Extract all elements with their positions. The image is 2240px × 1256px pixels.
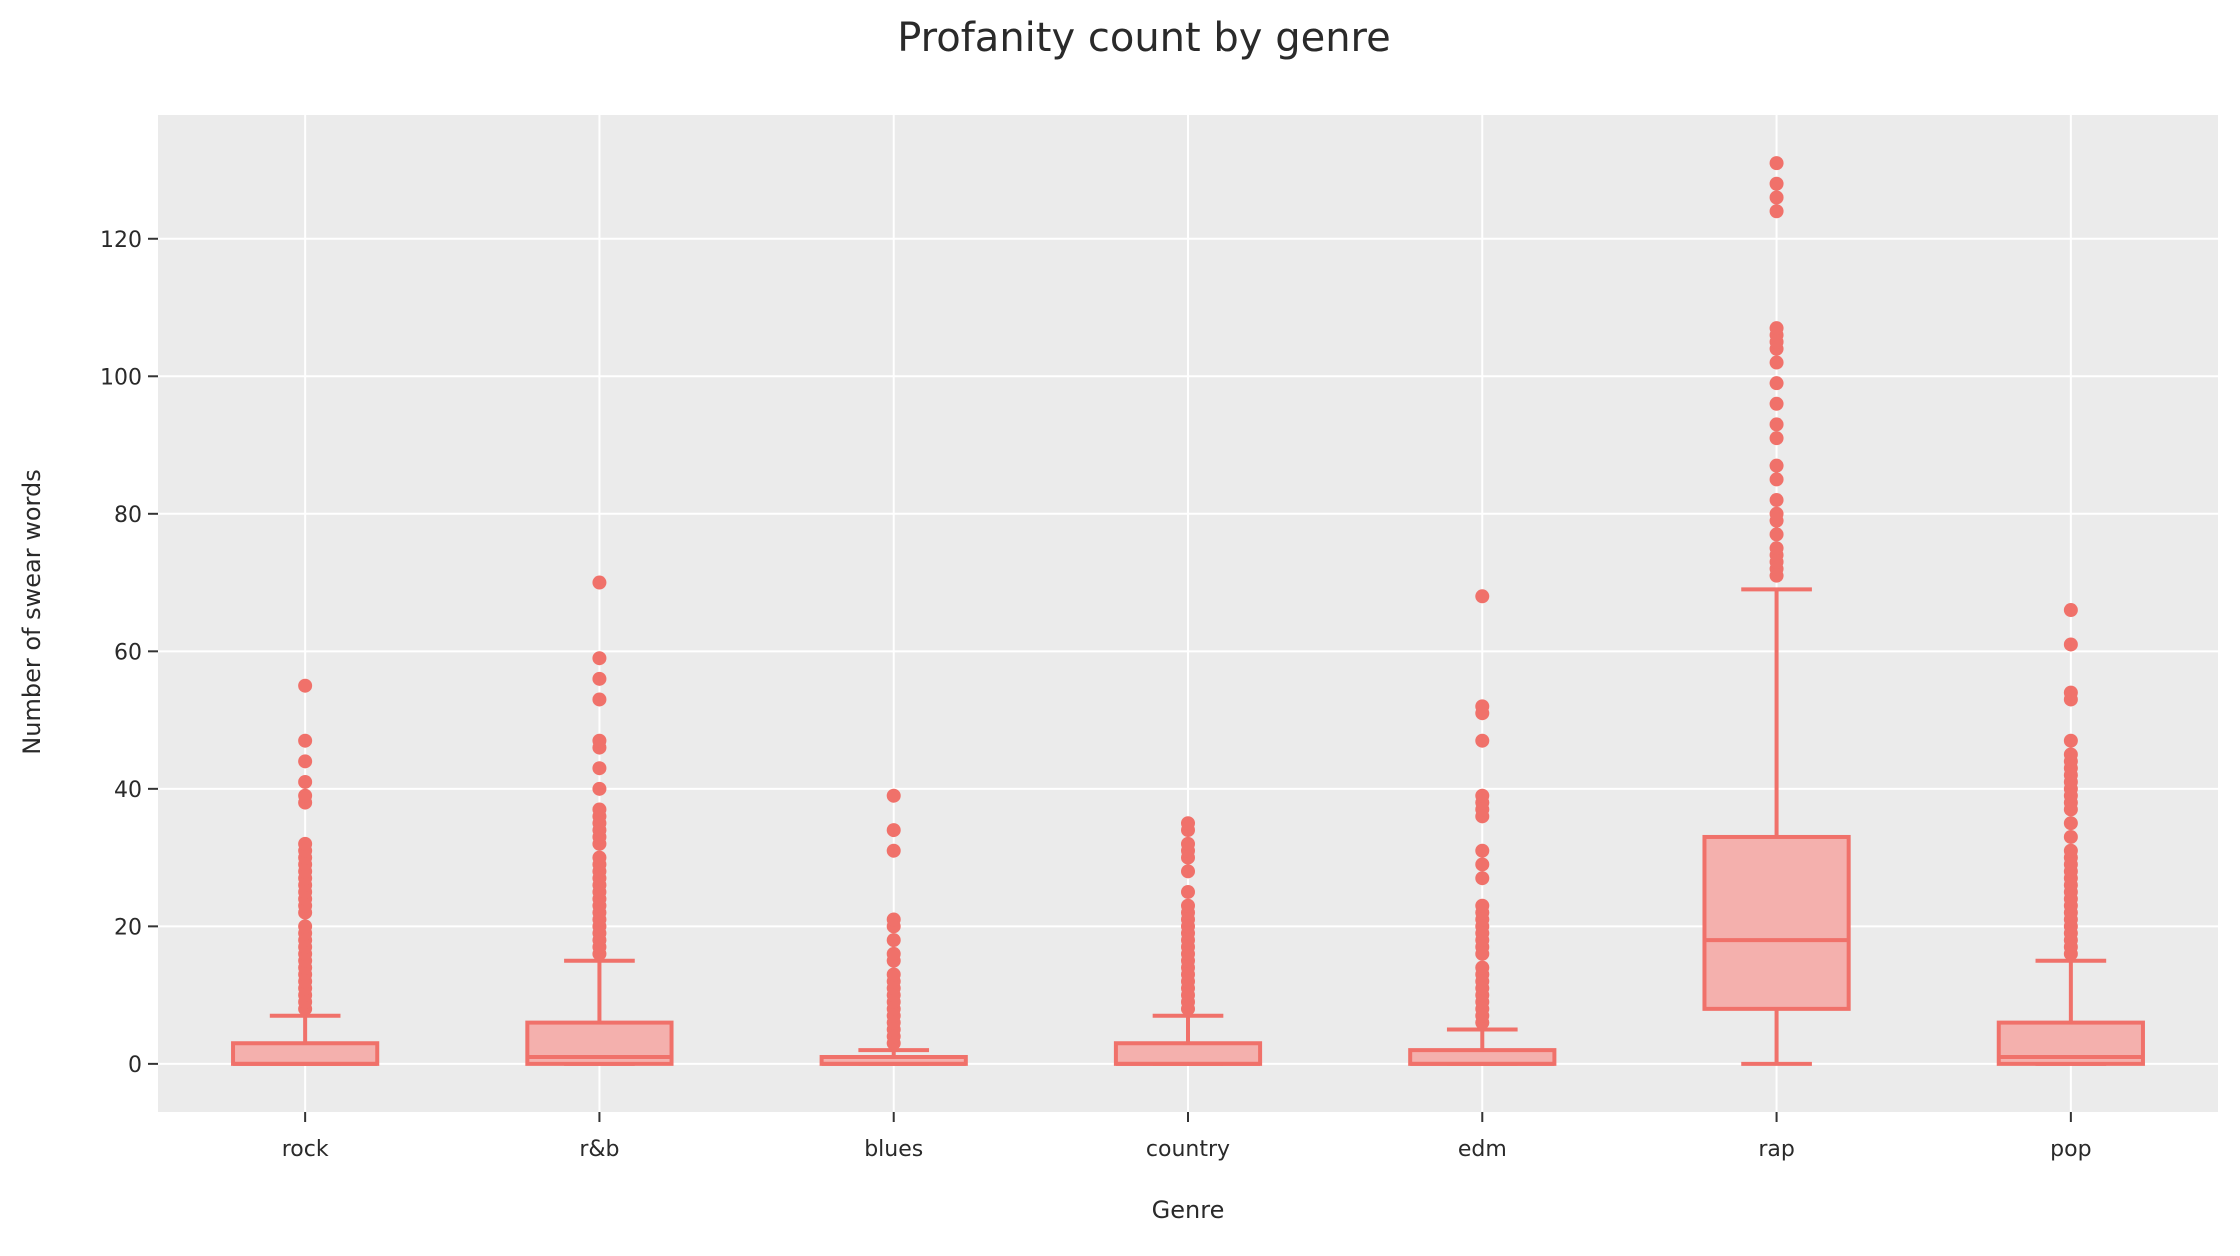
outlier-point <box>298 678 313 693</box>
outlier-point <box>1475 699 1490 714</box>
outlier-point <box>886 912 901 927</box>
y-tick-label: 100 <box>100 365 142 390</box>
outlier-point <box>1475 898 1490 913</box>
y-axis-title: Number of swear words <box>18 469 46 754</box>
outlier-point <box>2063 637 2078 652</box>
outlier-point <box>1769 396 1784 411</box>
box-pop <box>1996 603 2145 1066</box>
outlier-point <box>1769 431 1784 446</box>
x-tick-label: r&b <box>579 1137 619 1162</box>
outlier-point <box>592 692 607 707</box>
outlier-point <box>2063 816 2078 831</box>
box-rap <box>1702 156 1851 1066</box>
outlier-point <box>592 850 607 865</box>
outlier-point <box>1769 417 1784 432</box>
outlier-point <box>1769 190 1784 205</box>
outlier-point <box>298 774 313 789</box>
y-tick-label: 40 <box>114 778 142 803</box>
outlier-point <box>886 933 901 948</box>
outlier-point <box>1769 376 1784 391</box>
y-tick-label: 20 <box>114 915 142 940</box>
outlier-point <box>298 836 313 851</box>
outlier-point <box>1769 458 1784 473</box>
gridlines <box>158 115 2218 1112</box>
box-rb <box>525 575 674 1066</box>
outlier-point <box>886 823 901 838</box>
outlier-point <box>2063 733 2078 748</box>
outlier-point <box>886 788 901 803</box>
outlier-point <box>886 967 901 982</box>
outlier-point <box>2063 685 2078 700</box>
outlier-point <box>886 946 901 961</box>
outlier-point <box>1769 472 1784 487</box>
outlier-point <box>2063 603 2078 618</box>
box-country <box>1113 816 1263 1066</box>
y-tick-label: 120 <box>100 228 142 253</box>
box-blues <box>819 788 968 1066</box>
outlier-point <box>592 761 607 776</box>
x-axis-title: Genre <box>1152 1196 1225 1224</box>
outlier-point <box>1181 898 1195 913</box>
y-tick-label: 60 <box>114 640 142 665</box>
outlier-point <box>1769 355 1784 370</box>
outlier-point <box>592 651 607 666</box>
outlier-point <box>1475 960 1490 975</box>
x-tick-label: edm <box>1458 1137 1507 1162</box>
iqr-box <box>231 1041 380 1066</box>
outlier-point <box>2063 747 2078 762</box>
box-edm <box>1408 589 1557 1066</box>
outlier-point <box>592 575 607 590</box>
x-tick-label: rock <box>282 1137 329 1162</box>
x-tick-label: blues <box>864 1137 923 1162</box>
iqr-box <box>1113 1041 1263 1066</box>
outlier-point <box>592 671 607 686</box>
outlier-point <box>1769 156 1784 171</box>
outlier-point <box>2063 829 2078 844</box>
x-tick-label: country <box>1146 1137 1230 1162</box>
outlier-point <box>2063 843 2078 858</box>
outlier-point <box>1181 884 1195 899</box>
iqr-box <box>1702 834 1851 1011</box>
outlier-point <box>298 754 313 769</box>
outlier-point <box>1475 857 1490 872</box>
x-tick-label: rap <box>1758 1137 1795 1162</box>
outlier-point <box>1181 816 1195 831</box>
outlier-point <box>592 802 607 817</box>
outlier-point <box>1181 836 1195 851</box>
box-rock <box>231 678 380 1066</box>
outlier-point <box>1475 871 1490 886</box>
x-tick-label: pop <box>2050 1137 2091 1162</box>
outlier-point <box>298 733 313 748</box>
outlier-point <box>1769 506 1784 521</box>
iqr-box <box>1408 1048 1557 1066</box>
y-tick-label: 80 <box>114 503 142 528</box>
outlier-point <box>1769 321 1784 336</box>
outlier-point <box>1769 204 1784 219</box>
outlier-point <box>298 919 313 934</box>
outlier-point <box>1475 589 1490 604</box>
outlier-point <box>1769 527 1784 542</box>
axes: 0 20 40 60 80 100 120 rock r&b blues country edm rap… <box>100 228 2092 1162</box>
outlier-point <box>1769 493 1784 508</box>
outlier-point <box>592 733 607 748</box>
y-tick-label: 0 <box>128 1053 142 1078</box>
outlier-point <box>1475 733 1490 748</box>
outlier-point <box>592 781 607 796</box>
outlier-point <box>1769 176 1784 191</box>
outlier-point <box>1181 864 1195 879</box>
chart-title: Profanity count by genre <box>897 15 1390 61</box>
outlier-point <box>1475 843 1490 858</box>
outlier-point <box>1769 541 1784 556</box>
outlier-point <box>1475 788 1490 803</box>
boxes <box>231 156 2145 1066</box>
outlier-point <box>886 843 901 858</box>
outlier-point <box>298 788 313 803</box>
